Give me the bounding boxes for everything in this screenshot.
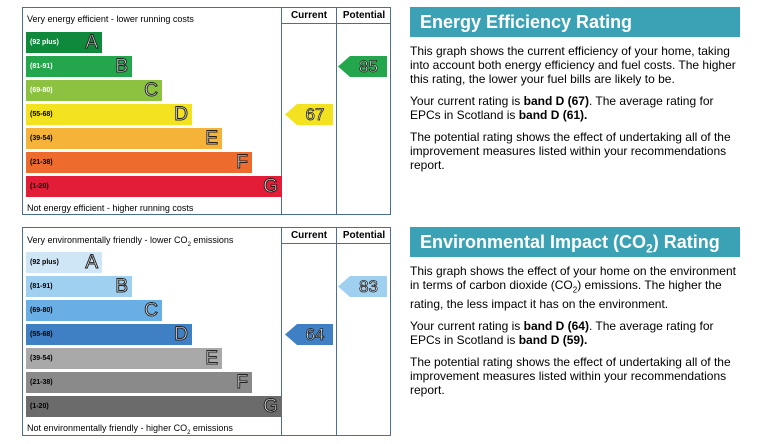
env-top-caption: Very environmentally friendly - lower CO…	[27, 235, 234, 248]
env-current-value: 64	[305, 324, 325, 344]
env-band-range: (1-20)	[30, 403, 49, 410]
energy-band-g: (1-20) G	[26, 176, 282, 197]
energy-panel-description: This graph shows the current efficiency …	[410, 44, 736, 86]
env-band-c: (69-80) C	[26, 300, 162, 321]
env-band-letter: E	[205, 348, 219, 369]
env-band-range: (39-54)	[30, 355, 53, 362]
energy-potential-indicator: 85	[338, 56, 387, 77]
energy-band-f: (21-38) F	[26, 152, 252, 173]
env-band-letter: F	[236, 372, 249, 393]
energy-bottom-caption: Not energy efficient - higher running co…	[27, 203, 194, 213]
energy-band-letter: A	[85, 32, 99, 53]
env-potential-indicator: 83	[338, 276, 387, 297]
env-bottom-caption: Not environmentally friendly - higher CO…	[27, 423, 233, 436]
env-current-arrow-shape	[285, 324, 333, 345]
energy-band-letter: F	[236, 152, 249, 173]
env-band-e: (39-54) E	[26, 348, 222, 369]
env-band-range: (69-80)	[30, 307, 53, 314]
energy-band-range: (21-38)	[30, 159, 53, 166]
env-panel-current-rating: Your current rating is band D (64). The …	[410, 319, 714, 348]
energy-band-letter: B	[115, 56, 129, 77]
energy-band-d: (55-68) D	[26, 104, 192, 125]
env-band-range: (21-38)	[30, 379, 53, 386]
env-panel-potential-note: The potential rating shows the effect of…	[410, 355, 731, 398]
env-potential-arrow-shape	[338, 276, 387, 297]
env-band-letter: D	[174, 324, 189, 345]
env-band-b: (81-91) B	[26, 276, 132, 297]
env-current-header: Current	[290, 230, 328, 241]
energy-potential-header: Potential	[342, 10, 386, 21]
energy-potential-value: 85	[359, 56, 379, 76]
energy-band-e: (39-54) E	[26, 128, 222, 149]
env-band-g: (1-20) G	[26, 396, 282, 417]
energy-top-caption: Very energy efficient - lower running co…	[27, 14, 194, 24]
energy-info-panel: Energy Efficiency Rating This graph show…	[410, 7, 740, 172]
energy-band-range: (55-68)	[30, 111, 53, 118]
energy-panel-current-rating: Your current rating is band D (67). The …	[410, 94, 714, 122]
energy-band-b: (81-91) B	[26, 56, 132, 77]
energy-band-letter: E	[205, 128, 219, 149]
energy-panel-potential-note: The potential rating shows the effect of…	[410, 130, 731, 172]
energy-band-letter: G	[263, 176, 279, 197]
energy-band-range: (92 plus)	[30, 39, 59, 46]
environmental-rating-chart: Very environmentally friendly - lower CO…	[22, 227, 391, 436]
env-panel-title: Environmental Impact (CO2) Rating	[410, 227, 740, 257]
energy-panel-title: Energy Efficiency Rating	[410, 7, 740, 37]
energy-current-indicator: 67	[285, 104, 333, 125]
env-band-a: (92 plus) A	[26, 252, 102, 273]
env-band-range: (92 plus)	[30, 259, 59, 266]
energy-rating-chart: Very energy efficient - lower running co…	[22, 7, 391, 215]
energy-current-arrow-shape	[285, 104, 333, 125]
energy-band-letter: D	[174, 104, 189, 125]
env-info-panel: Environmental Impact (CO2) Rating This g…	[410, 227, 740, 397]
env-band-d: (55-68) D	[26, 324, 192, 345]
energy-band-range: (1-20)	[30, 183, 49, 190]
env-band-letter: A	[85, 252, 99, 273]
energy-band-range: (69-80)	[30, 87, 53, 94]
env-band-letter: B	[115, 276, 129, 297]
env-band-letter: G	[263, 396, 279, 417]
energy-current-header: Current	[290, 10, 328, 21]
energy-band-letter: C	[144, 80, 159, 101]
energy-band-range: (81-91)	[30, 63, 53, 70]
env-current-indicator: 64	[285, 324, 333, 345]
energy-band-c: (69-80) C	[26, 80, 162, 101]
env-band-f: (21-38) F	[26, 372, 252, 393]
env-band-letter: C	[144, 300, 159, 321]
energy-band-a: (92 plus) A	[26, 32, 102, 53]
env-band-range: (55-68)	[30, 331, 53, 338]
env-potential-header: Potential	[342, 230, 386, 241]
energy-current-value: 67	[305, 104, 325, 124]
env-potential-value: 83	[359, 276, 379, 296]
env-panel-description: This graph shows the effect of your home…	[410, 264, 736, 312]
energy-band-range: (39-54)	[30, 135, 53, 142]
env-band-range: (81-91)	[30, 283, 53, 290]
energy-potential-arrow-shape	[338, 56, 387, 77]
